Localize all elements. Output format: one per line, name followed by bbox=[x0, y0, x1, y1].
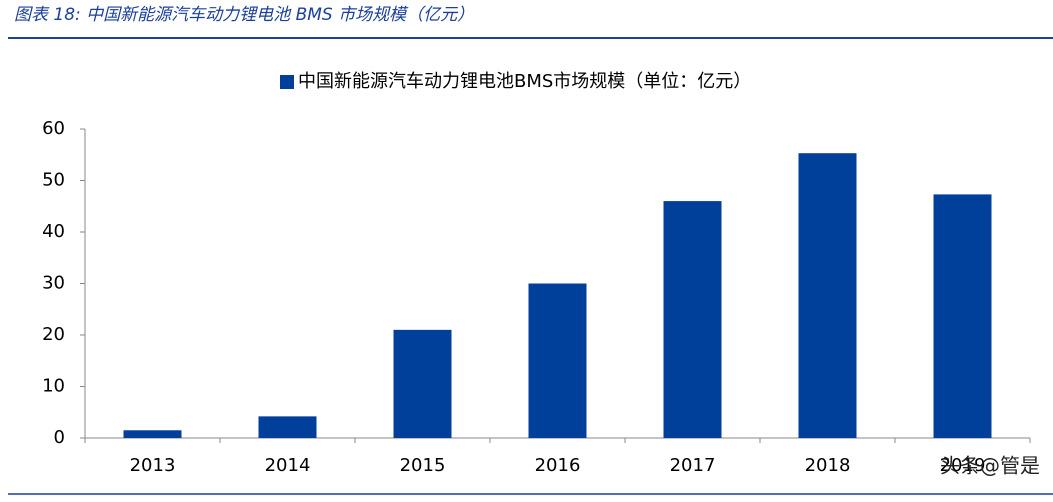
x-tick-label: 2016 bbox=[535, 455, 581, 476]
y-tick-label: 0 bbox=[54, 427, 65, 448]
bar bbox=[663, 201, 722, 438]
legend-swatch bbox=[280, 75, 294, 89]
y-tick-label: 20 bbox=[42, 324, 65, 345]
y-tick-label: 50 bbox=[42, 170, 65, 191]
y-tick-label: 40 bbox=[42, 221, 65, 242]
plot: 0 10 20 30 40 50 60 中国新能源汽车动力锂电池BMS市场规模（单位：亿元） 2… bbox=[42, 71, 1031, 476]
y-tick-label: 10 bbox=[42, 376, 65, 397]
x-tick-label: 2015 bbox=[400, 455, 446, 476]
header-title: 图表 18: 中国新能源汽车动力锂电池 BMS 市场规模（亿元） bbox=[14, 5, 474, 25]
x-tick-label: 2017 bbox=[670, 455, 716, 476]
watermark: 头条@管是 bbox=[940, 454, 1040, 478]
y-tick-label: 60 bbox=[42, 118, 65, 139]
x-tick-label: 2013 bbox=[130, 455, 176, 476]
bar bbox=[528, 283, 587, 438]
bar bbox=[123, 430, 182, 438]
y-tick-label: 30 bbox=[42, 273, 65, 294]
x-tick-label: 2014 bbox=[265, 455, 311, 476]
bar bbox=[933, 194, 992, 438]
bar bbox=[393, 329, 452, 438]
x-tick-label: 2019 bbox=[940, 455, 986, 476]
bar bbox=[798, 153, 857, 438]
legend-label: 中国新能源汽车动力锂电池BMS市场规模（单位：亿元） bbox=[298, 71, 751, 92]
bar bbox=[258, 416, 317, 438]
x-tick-label: 2018 bbox=[805, 455, 851, 476]
